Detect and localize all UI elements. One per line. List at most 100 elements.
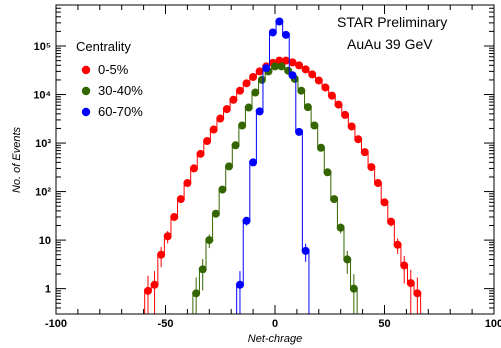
data-point — [288, 58, 297, 67]
data-point — [198, 265, 207, 274]
data-point — [387, 217, 396, 226]
annotation-line-2: AuAu 39 GeV — [347, 36, 433, 52]
data-point — [393, 240, 402, 249]
data-point — [205, 236, 214, 245]
data-point — [249, 158, 258, 167]
data-point — [216, 114, 225, 123]
data-point — [380, 198, 389, 207]
data-point — [203, 137, 212, 146]
y-tick-label: 10² — [35, 187, 51, 199]
data-point — [347, 122, 356, 131]
data-point — [238, 121, 247, 130]
data-point — [271, 62, 279, 71]
data-point — [281, 56, 290, 65]
data-point — [275, 17, 284, 26]
legend: 0-5% 30-40% 60-70% — [81, 62, 143, 119]
data-point — [400, 261, 409, 270]
data-point — [297, 86, 306, 95]
data-point — [211, 209, 220, 218]
data-point — [231, 141, 240, 150]
data-point — [308, 70, 317, 79]
data-point — [244, 103, 253, 112]
legend-title: Centrality — [76, 39, 131, 54]
data-point — [413, 289, 422, 298]
data-point — [343, 255, 352, 264]
data-point — [360, 148, 369, 157]
data-point — [255, 107, 264, 116]
data-point — [303, 103, 312, 112]
x-tick-label: 0 — [272, 318, 278, 330]
legend-label: 60-70% — [98, 104, 143, 119]
data-point — [242, 79, 251, 88]
legend-marker — [81, 107, 91, 117]
series-layer — [143, 17, 422, 314]
data-point — [183, 179, 192, 188]
data-point — [330, 195, 339, 204]
series-30-40% — [192, 62, 358, 314]
axis-layer: -100 -50 0 50 100 1 10 10² 10³ 10⁴ 10⁵ — [33, 4, 501, 330]
y-tick-label: 10 — [39, 235, 51, 247]
data-point — [176, 195, 185, 204]
data-point — [235, 280, 244, 289]
series-0-5% — [143, 56, 422, 314]
series-60-70% — [235, 17, 310, 314]
y-tick-label: 10⁵ — [34, 41, 51, 53]
data-point — [157, 250, 166, 259]
y-tick-label: 10³ — [35, 138, 51, 150]
data-point — [316, 143, 325, 152]
data-point — [163, 232, 172, 241]
x-axis-title: Net-chrage — [248, 333, 302, 345]
data-point — [334, 100, 343, 109]
data-point — [310, 121, 319, 130]
data-point — [242, 216, 251, 225]
y-axis-title: No. of Events — [11, 126, 23, 193]
y-tick-label: 10⁴ — [33, 90, 51, 102]
data-point — [257, 75, 266, 84]
x-tick-label: -100 — [45, 318, 67, 330]
data-point — [189, 164, 198, 173]
legend-label: 30-40% — [98, 83, 143, 98]
x-tick-label: 100 — [485, 318, 501, 330]
data-point — [229, 95, 238, 104]
data-point — [314, 76, 323, 85]
data-point — [349, 284, 358, 293]
data-point — [277, 62, 286, 71]
data-point — [225, 162, 234, 171]
legend-marker — [81, 86, 91, 96]
data-point — [222, 105, 231, 114]
data-point — [336, 223, 345, 232]
data-point — [295, 127, 304, 136]
data-point — [143, 286, 152, 295]
data-point — [301, 246, 310, 255]
data-point — [235, 86, 244, 95]
data-point — [301, 65, 310, 74]
data-point — [170, 212, 179, 221]
data-point — [406, 279, 415, 288]
legend-marker — [81, 65, 91, 75]
annotation-line-1: STAR Preliminary — [337, 14, 447, 30]
legend-label: 0-5% — [98, 62, 129, 77]
data-point — [262, 64, 271, 73]
data-point — [323, 168, 332, 177]
data-point — [341, 110, 350, 119]
data-point — [327, 91, 336, 100]
x-tick-label: -50 — [158, 318, 174, 330]
data-point — [218, 185, 227, 194]
data-point — [321, 83, 330, 92]
data-point — [295, 61, 304, 70]
data-point — [249, 72, 258, 81]
data-point — [367, 163, 376, 172]
data-point — [373, 179, 382, 188]
x-tick-label: 50 — [378, 318, 390, 330]
data-point — [251, 88, 260, 97]
data-point — [150, 280, 159, 289]
data-point — [209, 125, 218, 134]
data-point — [281, 30, 290, 39]
data-point — [192, 289, 201, 298]
data-point — [255, 67, 264, 76]
y-tick-label: 1 — [45, 284, 51, 296]
data-point — [354, 135, 363, 144]
data-point — [268, 28, 277, 37]
data-point — [196, 149, 205, 158]
